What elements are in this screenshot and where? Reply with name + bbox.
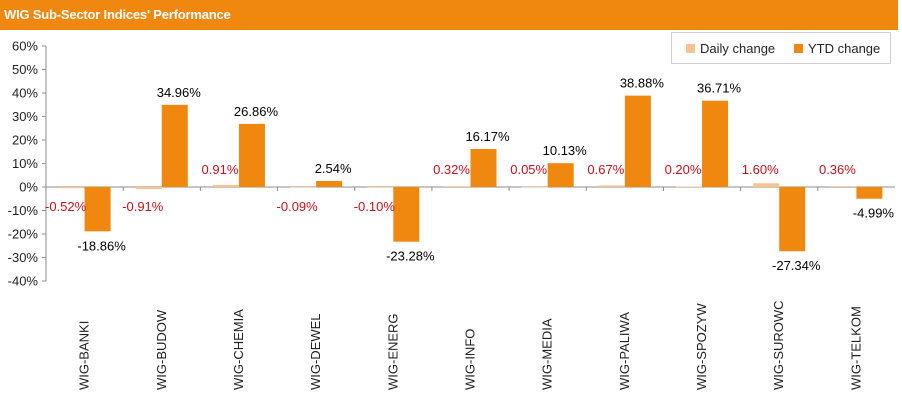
y-tick-label: 0% — [19, 180, 38, 195]
chart-legend: Daily change YTD change — [671, 32, 891, 64]
bar-daily-change — [676, 186, 703, 188]
bar-daily-change — [290, 187, 317, 188]
chart-title: WIG Sub-Sector Indices' Performance — [4, 7, 231, 22]
y-tick-label: 10% — [12, 156, 38, 171]
y-tick-label: 40% — [12, 86, 38, 101]
data-label-daily-change: 0.20% — [665, 162, 702, 177]
bar-ytd-change — [316, 181, 343, 187]
data-label-daily-change: -0.52% — [45, 199, 87, 214]
data-label-daily-change: 0.67% — [587, 162, 624, 177]
data-label-ytd-change: 10.13% — [543, 143, 588, 158]
legend-swatch-daily — [686, 44, 695, 53]
data-label-ytd-change: 38.88% — [620, 76, 665, 91]
data-label-ytd-change: 36.71% — [697, 81, 742, 96]
legend-label-ytd: YTD change — [808, 41, 881, 56]
x-category-label: WIG-INFO — [463, 329, 478, 390]
chart-title-bar: WIG Sub-Sector Indices' Performance — [0, 0, 898, 30]
bar-daily-change — [444, 186, 471, 187]
bar-daily-change — [598, 185, 625, 187]
x-category-label: WIG-SPOZYW — [694, 303, 709, 390]
legend-item-ytd: YTD change — [794, 41, 880, 56]
bar-daily-change — [135, 187, 162, 190]
bar-ytd-change — [702, 100, 729, 187]
data-label-ytd-change: -4.99% — [853, 206, 895, 221]
data-label-ytd-change: -27.34% — [772, 258, 821, 273]
y-tick-label: -10% — [8, 203, 39, 218]
data-label-ytd-change: -23.28% — [386, 249, 435, 264]
bar-daily-change — [753, 183, 780, 187]
x-category-label: WIG-CHEMIA — [231, 309, 246, 390]
bar-ytd-change — [84, 187, 111, 232]
x-category-label: WIG-TELKOM — [848, 306, 863, 390]
legend-label-daily: Daily change — [700, 41, 776, 56]
x-category-label: WIG-DEWEL — [308, 313, 323, 390]
bar-daily-change — [830, 186, 857, 187]
bar-daily-change — [212, 184, 239, 187]
data-label-daily-change: 0.91% — [202, 162, 239, 177]
x-category-label: WIG-BUDOW — [154, 309, 169, 390]
data-label-daily-change: 1.60% — [742, 162, 779, 177]
data-label-ytd-change: 26.86% — [234, 104, 279, 119]
data-label-ytd-change: -18.86% — [77, 238, 126, 253]
bar-ytd-change — [161, 104, 188, 187]
y-tick-label: 50% — [12, 62, 38, 77]
bar-ytd-change — [624, 95, 651, 187]
data-label-daily-change: -0.91% — [122, 199, 164, 214]
data-label-ytd-change: 2.54% — [315, 161, 352, 176]
x-category-label: WIG-ENERG — [385, 313, 400, 390]
x-category-label: WIG-SUROWC — [771, 300, 786, 390]
y-tick-label: 20% — [12, 133, 38, 148]
bar-daily-change — [58, 187, 85, 189]
legend-item-daily: Daily change — [686, 41, 775, 56]
y-tick-label: -30% — [8, 250, 39, 265]
legend-swatch-ytd — [794, 44, 803, 53]
data-label-daily-change: 0.36% — [819, 162, 856, 177]
bar-ytd-change — [393, 187, 420, 242]
x-category-label: WIG-MEDIA — [540, 318, 555, 390]
y-tick-label: -20% — [8, 227, 39, 242]
y-tick-label: -40% — [8, 274, 39, 289]
bar-ytd-change — [238, 123, 265, 187]
data-label-daily-change: 0.05% — [510, 162, 547, 177]
data-label-ytd-change: 34.96% — [157, 85, 202, 100]
bar-ytd-change — [470, 149, 497, 187]
y-tick-label: 30% — [12, 109, 38, 124]
bar-ytd-change — [779, 187, 806, 252]
data-label-daily-change: -0.10% — [354, 199, 396, 214]
data-label-ytd-change: 16.17% — [465, 129, 510, 144]
bar-daily-change — [367, 187, 394, 188]
x-category-label: WIG-PALIWA — [617, 312, 632, 390]
data-label-daily-change: 0.32% — [433, 162, 470, 177]
data-label-daily-change: -0.09% — [277, 199, 319, 214]
x-category-label: WIG-BANKI — [77, 321, 92, 390]
y-tick-label: 60% — [12, 39, 38, 54]
bar-daily-change — [521, 186, 548, 188]
bar-ytd-change — [547, 163, 574, 187]
bar-ytd-change — [856, 187, 883, 199]
